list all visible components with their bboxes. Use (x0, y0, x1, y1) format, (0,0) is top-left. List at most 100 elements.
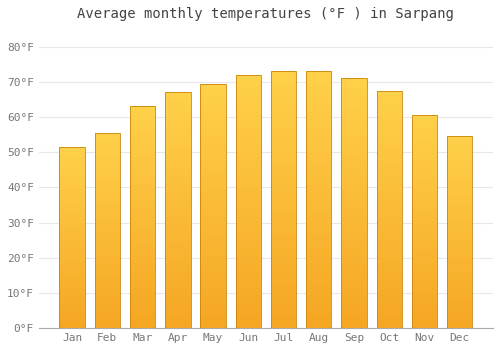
Bar (271, 154, 296, 156)
Bar (306, 302, 332, 305)
Bar (130, 116, 156, 118)
Bar (447, 299, 472, 301)
Bar (236, 143, 261, 146)
Bar (306, 84, 332, 87)
Bar (376, 100, 402, 103)
Bar (130, 193, 156, 195)
Bar (376, 193, 402, 195)
Bar (412, 115, 437, 117)
Bar (412, 164, 437, 166)
Bar (447, 326, 472, 328)
Bar (60, 163, 85, 165)
Bar (447, 321, 472, 322)
Bar (447, 219, 472, 221)
Bar (412, 243, 437, 245)
Bar (447, 250, 472, 251)
Bar (306, 277, 332, 279)
Bar (200, 309, 226, 311)
Bar (165, 114, 190, 116)
Bar (342, 106, 366, 108)
Bar (200, 198, 226, 201)
Bar (271, 120, 296, 122)
Bar (130, 229, 156, 231)
Bar (306, 166, 332, 169)
Bar (447, 317, 472, 318)
Bar (376, 243, 402, 245)
Bar (412, 122, 437, 124)
Bar (165, 149, 190, 151)
Bar (200, 116, 226, 118)
Bar (447, 198, 472, 200)
Bar (200, 235, 226, 238)
Bar (342, 133, 366, 136)
Bar (165, 227, 190, 229)
Bar (271, 212, 296, 215)
Bar (376, 200, 402, 202)
Bar (342, 183, 366, 186)
Bar (447, 159, 472, 161)
Bar (271, 110, 296, 112)
Bar (447, 269, 472, 271)
Bar (412, 196, 437, 198)
Bar (376, 157, 402, 160)
Bar (306, 298, 332, 300)
Bar (94, 158, 120, 160)
Bar (236, 153, 261, 156)
Bar (236, 166, 261, 169)
Bar (342, 291, 366, 293)
Bar (165, 229, 190, 231)
Bar (60, 192, 85, 194)
Bar (200, 287, 226, 289)
Bar (60, 245, 85, 247)
Bar (376, 323, 402, 326)
Bar (306, 110, 332, 112)
Bar (271, 315, 296, 318)
Bar (94, 150, 120, 152)
Bar (447, 188, 472, 190)
Bar (306, 105, 332, 107)
Bar (412, 201, 437, 203)
Bar (236, 123, 261, 126)
Bar (236, 239, 261, 242)
Bar (412, 247, 437, 250)
Bar (60, 268, 85, 270)
Bar (342, 188, 366, 191)
Bar (342, 176, 366, 178)
Bar (412, 171, 437, 173)
Bar (342, 263, 366, 266)
Bar (306, 254, 332, 256)
Bar (306, 292, 332, 295)
Bar (236, 80, 261, 82)
Bar (342, 256, 366, 258)
Bar (447, 296, 472, 298)
Bar (306, 233, 332, 236)
Bar (342, 308, 366, 311)
Bar (447, 286, 472, 288)
Bar (94, 141, 120, 143)
Bar (412, 219, 437, 222)
Bar (130, 246, 156, 248)
Bar (165, 95, 190, 97)
Bar (130, 186, 156, 189)
Bar (376, 288, 402, 290)
Bar (200, 243, 226, 245)
Bar (165, 128, 190, 130)
Bar (342, 163, 366, 166)
Bar (271, 251, 296, 254)
Bar (236, 255, 261, 257)
Bar (447, 207, 472, 209)
Bar (376, 319, 402, 321)
Bar (271, 79, 296, 82)
Bar (271, 323, 296, 326)
Bar (60, 216, 85, 218)
Bar (447, 294, 472, 296)
Bar (200, 277, 226, 279)
Bar (130, 111, 156, 113)
Bar (412, 281, 437, 284)
Bar (412, 254, 437, 256)
Bar (412, 173, 437, 175)
Bar (376, 236, 402, 238)
Bar (447, 313, 472, 315)
Bar (306, 248, 332, 251)
Bar (200, 135, 226, 138)
